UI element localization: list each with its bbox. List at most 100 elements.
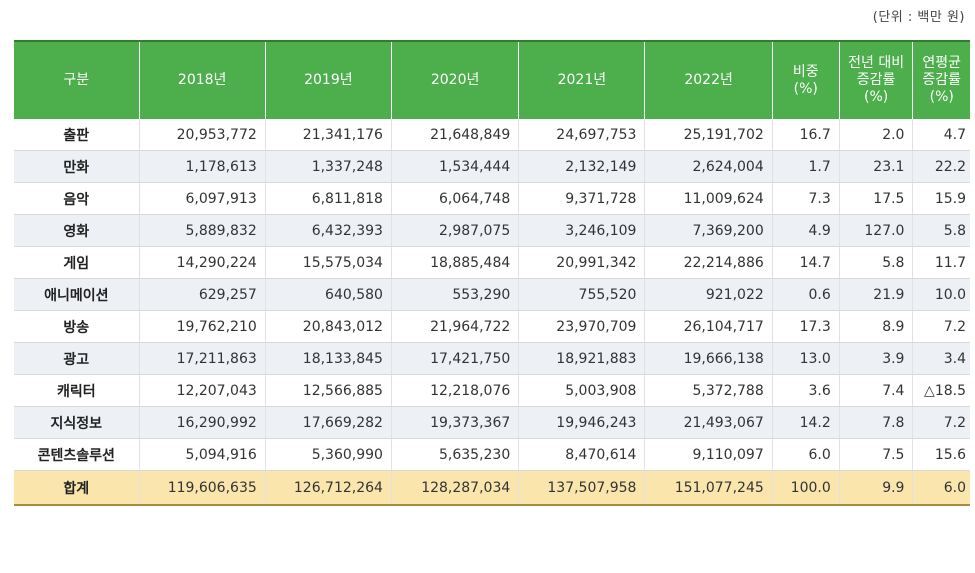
row-label: 음악 bbox=[14, 182, 140, 215]
table-cell: 26,104,717 bbox=[644, 310, 773, 343]
row-label: 콘텐츠솔루션 bbox=[14, 438, 140, 471]
column-header: 2021년 bbox=[518, 40, 646, 119]
column-header: 구분 bbox=[14, 40, 140, 119]
total-row: 합계 119,606,635 126,712,264 128,287,034 137,5… bbox=[14, 470, 970, 506]
table-cell: 9.9 bbox=[839, 470, 914, 506]
table-cell: 14,290,224 bbox=[139, 246, 266, 279]
table-cell: 755,520 bbox=[518, 278, 646, 311]
row-label: 합계 bbox=[14, 470, 140, 506]
table-cell: 3.6 bbox=[772, 374, 840, 407]
table-cell: 9,110,097 bbox=[644, 438, 773, 471]
table-cell: 11.7 bbox=[912, 246, 970, 279]
table-cell: 3.4 bbox=[912, 342, 970, 375]
table-cell: 5,003,908 bbox=[518, 374, 646, 407]
table-cell: 8.9 bbox=[839, 310, 914, 343]
column-header-line: 2021년 bbox=[557, 72, 607, 88]
column-header-line: 구분 bbox=[63, 72, 90, 88]
table-cell: 5,094,916 bbox=[139, 438, 266, 471]
table-cell: 4.9 bbox=[772, 214, 840, 247]
table-cell: 17.5 bbox=[839, 182, 914, 215]
column-header-line: 2018년 bbox=[177, 72, 227, 88]
table-cell: 17,211,863 bbox=[139, 342, 266, 375]
table-cell: 921,022 bbox=[644, 278, 773, 311]
table-cell: 21,964,722 bbox=[391, 310, 520, 343]
table-row: 음악 6,097,913 6,811,818 6,064,748 9,371,728 11… bbox=[14, 182, 970, 215]
table-cell: 12,218,076 bbox=[391, 374, 520, 407]
table-cell: 20,991,342 bbox=[518, 246, 646, 279]
table-cell: 5.8 bbox=[912, 214, 970, 247]
table-row: 만화 1,178,613 1,337,248 1,534,444 2,132,149 2,… bbox=[14, 150, 970, 183]
table-cell: 5,635,230 bbox=[391, 438, 520, 471]
table-cell: 151,077,245 bbox=[644, 470, 773, 506]
table-cell: 20,843,012 bbox=[265, 310, 392, 343]
table-cell: 2.0 bbox=[839, 119, 914, 151]
table-cell: 20,953,772 bbox=[139, 119, 266, 151]
row-label: 광고 bbox=[14, 342, 140, 375]
table-row: 캐릭터 12,207,043 12,566,885 12,218,076 5,003,9… bbox=[14, 374, 970, 407]
table-cell: 6.0 bbox=[772, 438, 840, 471]
table-cell: 8,470,614 bbox=[518, 438, 646, 471]
table-cell: 5,360,990 bbox=[265, 438, 392, 471]
table-cell: 5.8 bbox=[839, 246, 914, 279]
column-header-line: 전년 대비 bbox=[848, 55, 905, 71]
table-cell: 11,009,624 bbox=[644, 182, 773, 215]
table-cell: 23,970,709 bbox=[518, 310, 646, 343]
table-row: 애니메이션 629,257 640,580 553,290 755,520 921,022… bbox=[14, 278, 970, 311]
table-cell: △18.5 bbox=[912, 374, 970, 407]
table-row: 출판 20,953,772 21,341,176 21,648,849 24,697,7… bbox=[14, 119, 970, 151]
column-header-line: 2020년 bbox=[430, 72, 480, 88]
column-header-line: 비중 bbox=[792, 63, 819, 80]
table-cell: 5,889,832 bbox=[139, 214, 266, 247]
table-cell: 119,606,635 bbox=[139, 470, 266, 506]
table-cell: 5,372,788 bbox=[644, 374, 773, 407]
table-cell: 25,191,702 bbox=[644, 119, 773, 151]
table-cell: 126,712,264 bbox=[265, 470, 392, 506]
row-label: 지식정보 bbox=[14, 406, 140, 439]
table-cell: 15,575,034 bbox=[265, 246, 392, 279]
table-cell: 18,885,484 bbox=[391, 246, 520, 279]
table-cell: 23.1 bbox=[839, 150, 914, 183]
table-cell: 19,666,138 bbox=[644, 342, 773, 375]
table-cell: 12,566,885 bbox=[265, 374, 392, 407]
table-cell: 18,921,883 bbox=[518, 342, 646, 375]
content-industry-sales-table: 구분 2018년 2019년 2020년 2021년 2022년 비중 (%) 전년 대비 증감률… bbox=[14, 40, 970, 506]
column-header-line: 2019년 bbox=[304, 72, 353, 88]
table-row: 콘텐츠솔루션 5,094,916 5,360,990 5,635,230 8,470,6… bbox=[14, 438, 970, 471]
column-header-line: 증감률 bbox=[922, 72, 962, 88]
row-label: 영화 bbox=[14, 214, 140, 247]
table-cell: 640,580 bbox=[265, 278, 392, 311]
column-header: 2020년 bbox=[391, 40, 520, 119]
table-cell: 7.5 bbox=[839, 438, 914, 471]
table-row: 영화 5,889,832 6,432,393 2,987,075 3,246,109 7,… bbox=[14, 214, 970, 247]
table-cell: 100.0 bbox=[772, 470, 840, 506]
table-cell: 1,534,444 bbox=[391, 150, 520, 183]
table-body: 출판 20,953,772 21,341,176 21,648,849 24,697,7… bbox=[14, 119, 970, 506]
table-cell: 2,987,075 bbox=[391, 214, 520, 247]
table-cell: 3,246,109 bbox=[518, 214, 646, 247]
table-cell: 1,337,248 bbox=[265, 150, 392, 183]
column-header: 비중 (%) bbox=[772, 40, 840, 119]
column-header-line: (%) bbox=[929, 89, 954, 105]
table-cell: 10.0 bbox=[912, 278, 970, 311]
table-cell: 553,290 bbox=[391, 278, 520, 311]
table-row: 광고 17,211,863 18,133,845 17,421,750 18,921,8… bbox=[14, 342, 970, 375]
table-header: 구분 2018년 2019년 2020년 2021년 2022년 비중 (%) 전년 대비 증감률… bbox=[14, 40, 970, 119]
column-header: 2019년 bbox=[265, 40, 392, 119]
table-cell: 12,207,043 bbox=[139, 374, 266, 407]
table-cell: 6,097,913 bbox=[139, 182, 266, 215]
column-header: 2022년 bbox=[644, 40, 773, 119]
table-cell: 0.6 bbox=[772, 278, 840, 311]
table-cell: 22,214,886 bbox=[644, 246, 773, 279]
table-cell: 4.7 bbox=[912, 119, 970, 151]
table-cell: 7.2 bbox=[912, 310, 970, 343]
table-cell: 14.2 bbox=[772, 406, 840, 439]
table-cell: 7.3 bbox=[772, 182, 840, 215]
table-cell: 21.9 bbox=[839, 278, 914, 311]
table-row: 지식정보 16,290,992 17,669,282 19,373,367 19,946… bbox=[14, 406, 970, 439]
table-cell: 22.2 bbox=[912, 150, 970, 183]
table-cell: 21,493,067 bbox=[644, 406, 773, 439]
table-cell: 9,371,728 bbox=[518, 182, 646, 215]
table-cell: 18,133,845 bbox=[265, 342, 392, 375]
table-cell: 7,369,200 bbox=[644, 214, 773, 247]
row-label: 캐릭터 bbox=[14, 374, 140, 407]
